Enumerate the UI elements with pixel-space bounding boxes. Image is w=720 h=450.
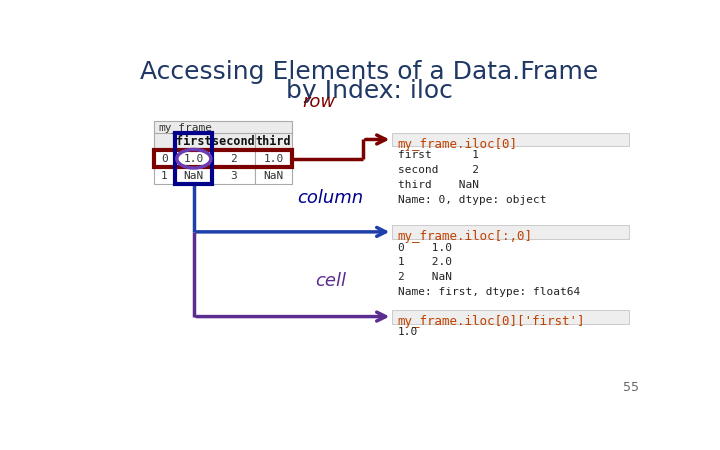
Text: first: first xyxy=(176,135,212,148)
Bar xyxy=(255,167,292,184)
Text: by Index: iloc: by Index: iloc xyxy=(286,79,452,103)
Bar xyxy=(153,121,292,135)
Bar xyxy=(175,133,212,184)
Text: first      1
second     2
third    NaN
Name: 0, dtype: object: first 1 second 2 third NaN Name: 0, dtyp… xyxy=(397,150,546,205)
Bar xyxy=(392,310,629,324)
Text: cell: cell xyxy=(315,272,346,290)
Text: 0: 0 xyxy=(161,154,168,164)
Bar xyxy=(153,167,175,184)
Bar xyxy=(255,133,292,150)
Text: 55: 55 xyxy=(623,381,639,394)
Bar xyxy=(175,167,212,184)
Text: second: second xyxy=(212,135,255,148)
Text: 1.0: 1.0 xyxy=(397,327,418,338)
Bar xyxy=(175,133,212,150)
Bar xyxy=(153,150,292,167)
Bar xyxy=(255,150,292,167)
Text: third: third xyxy=(256,135,292,148)
Bar xyxy=(153,150,175,167)
Bar xyxy=(153,133,175,150)
Text: NaN: NaN xyxy=(264,171,284,180)
Text: column: column xyxy=(297,189,364,207)
Text: my_frame.iloc[0]['first']: my_frame.iloc[0]['first'] xyxy=(397,315,585,328)
Text: Accessing Elements of a Data.Frame: Accessing Elements of a Data.Frame xyxy=(140,60,598,84)
Bar xyxy=(392,133,629,146)
Text: NaN: NaN xyxy=(184,171,204,180)
Text: 0    1.0
1    2.0
2    NaN
Name: first, dtype: float64: 0 1.0 1 2.0 2 NaN Name: first, dtype: fl… xyxy=(397,243,580,297)
Text: my_frame: my_frame xyxy=(158,122,212,133)
Bar xyxy=(212,133,255,150)
Text: my_frame.iloc[0]: my_frame.iloc[0] xyxy=(397,138,518,151)
Bar xyxy=(212,167,255,184)
Bar xyxy=(392,225,629,239)
Text: 1: 1 xyxy=(161,171,168,180)
Text: row: row xyxy=(302,93,336,111)
Text: 2: 2 xyxy=(230,154,237,164)
Text: 1.0: 1.0 xyxy=(184,154,204,164)
Bar xyxy=(212,150,255,167)
Bar xyxy=(175,150,212,167)
Text: my_frame.iloc[:,0]: my_frame.iloc[:,0] xyxy=(397,230,533,243)
Text: 1.0: 1.0 xyxy=(264,154,284,164)
Text: 3: 3 xyxy=(230,171,237,180)
